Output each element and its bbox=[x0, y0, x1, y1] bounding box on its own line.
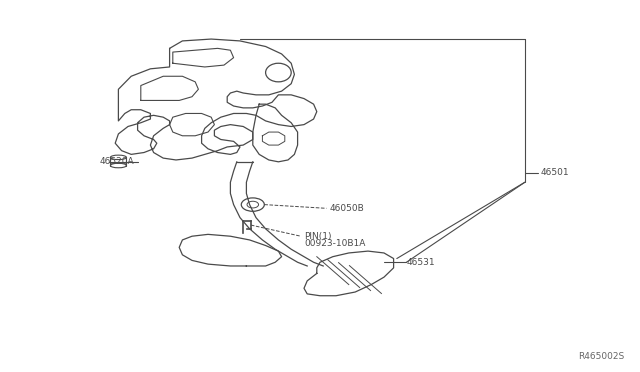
Text: 46520A: 46520A bbox=[99, 157, 134, 166]
Text: PIN(1): PIN(1) bbox=[304, 232, 332, 241]
Text: 46050B: 46050B bbox=[330, 204, 364, 213]
Text: 00923-10B1A: 00923-10B1A bbox=[304, 239, 365, 248]
Text: 46531: 46531 bbox=[406, 258, 435, 267]
Text: R465002S: R465002S bbox=[578, 352, 624, 361]
Text: 46501: 46501 bbox=[541, 169, 570, 177]
